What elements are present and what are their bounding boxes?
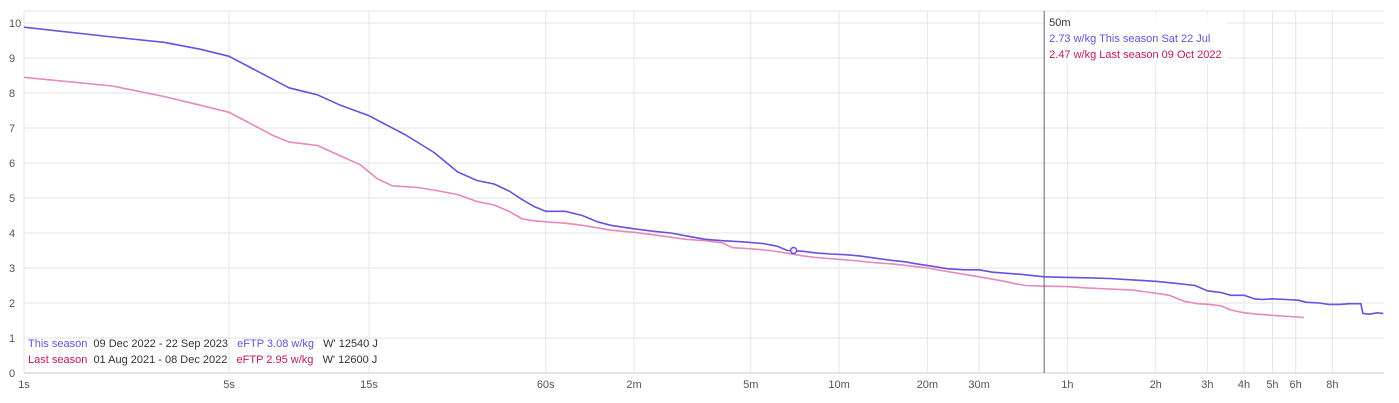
x-tick-label: 8h: [1326, 379, 1338, 391]
x-tick-label: 5h: [1266, 379, 1278, 391]
axes: 0 1 2 3 4 5 6 7 8 9 10 1s 5s 15s 60s 2m 5m 10m 20m 30m 1h 2h 3…: [9, 18, 1384, 391]
tooltip-duration: 50m: [1049, 17, 1070, 29]
x-tick-label: 2h: [1150, 379, 1162, 391]
x-tick-label: 2m: [626, 379, 641, 391]
tooltip-row: 2.73 w/kg This season Sat 22 Jul: [1049, 33, 1210, 45]
y-tick-label: 8: [9, 88, 15, 100]
y-tick-label: 10: [9, 18, 21, 30]
x-tick-label: 15s: [360, 379, 378, 391]
legend-text: W' 12540 J: [314, 338, 378, 350]
cursor: 50m 2.73 w/kg This season Sat 22 Jul 2.47 …: [1043, 11, 1228, 373]
y-tick-label: 3: [9, 263, 15, 275]
hover-marker: [789, 246, 798, 255]
y-tick-label: 4: [9, 228, 15, 240]
x-tick-label: 30m: [968, 379, 989, 391]
legend-text: This season: [28, 338, 87, 350]
x-tick-label: 5m: [743, 379, 758, 391]
legend-row: Last season 01 Aug 2021 - 08 Dec 2022 eF…: [28, 354, 377, 366]
y-tick-label: 2: [9, 298, 15, 310]
legend-text: 09 Dec 2022 - 22 Sep 2023: [87, 338, 228, 350]
x-tick-label: 1h: [1061, 379, 1073, 391]
legend-text: eFTP 3.08 w/kg: [228, 338, 314, 350]
y-tick-label: 1: [9, 333, 15, 345]
legend: This season 09 Dec 2022 - 22 Sep 2023 eF…: [28, 338, 378, 366]
tooltip-background: [1045, 14, 1228, 64]
legend-text: W' 12600 J: [313, 354, 377, 366]
y-tick-label: 0: [9, 368, 15, 380]
x-tick-label: 60s: [537, 379, 555, 391]
y-tick-label: 5: [9, 193, 15, 205]
y-tick-label: 6: [9, 158, 15, 170]
x-tick-label: 6h: [1290, 379, 1302, 391]
last-season-line: [23, 76, 1304, 319]
this-season-line: [23, 26, 1384, 315]
y-tick-label: 7: [9, 123, 15, 135]
y-tick-label: 9: [9, 53, 15, 65]
x-tick-label: 5s: [223, 379, 235, 391]
legend-text: Last season: [28, 354, 87, 366]
series-layer: [23, 26, 1384, 319]
legend-text: 01 Aug 2021 - 08 Dec 2022: [87, 354, 227, 366]
x-tick-label: 1s: [18, 379, 30, 391]
x-tick-label: 4h: [1238, 379, 1250, 391]
grid: [23, 10, 1384, 374]
x-tick-label: 3h: [1201, 379, 1213, 391]
x-tick-label: 20m: [917, 379, 938, 391]
legend-row: This season 09 Dec 2022 - 22 Sep 2023 eF…: [28, 338, 378, 350]
x-tick-label: 10m: [828, 379, 849, 391]
legend-text: eFTP 2.95 w/kg: [227, 354, 313, 366]
tooltip-row: 2.47 w/kg Last season 09 Oct 2022: [1049, 49, 1221, 61]
